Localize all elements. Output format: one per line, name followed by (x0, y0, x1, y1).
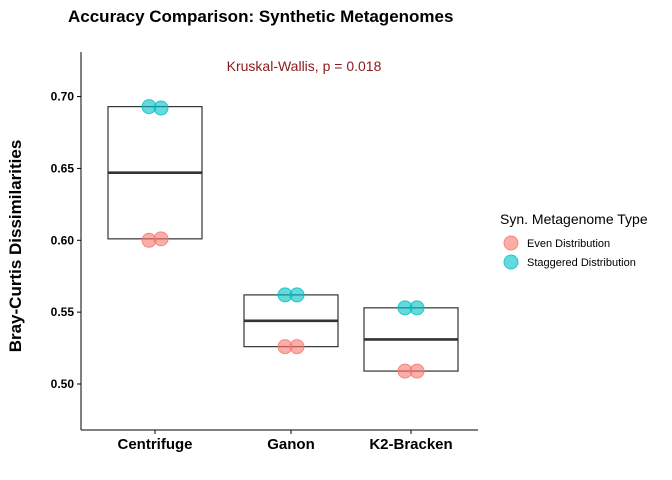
x-tick-label: Centrifuge (118, 436, 193, 453)
chart-title: Accuracy Comparison: Synthetic Metagenom… (68, 7, 453, 26)
y-axis-label: Bray-Curtis Dissimilarities (6, 140, 25, 353)
data-point (153, 231, 169, 247)
data-point (289, 287, 305, 303)
y-tick-label: 0.55 (51, 305, 75, 319)
kruskal-wallis-annotation: Kruskal-Wallis, p = 0.018 (227, 58, 382, 74)
x-tick-label: Ganon (267, 436, 315, 453)
data-point (153, 100, 169, 116)
x-tick-label: K2-Bracken (369, 436, 452, 453)
legend: Syn. Metagenome Type Even Distribution St… (500, 211, 648, 270)
y-tick-label: 0.50 (51, 377, 75, 391)
legend-key (503, 254, 519, 270)
legend-label: Staggered Distribution (527, 257, 636, 269)
legend-title: Syn. Metagenome Type (500, 211, 648, 227)
legend-key (503, 235, 519, 251)
data-point (289, 339, 305, 355)
plot-area: 0.50 0.55 0.60 0.65 0.70 Centrifuge Ganon K2-Br… (51, 52, 478, 453)
y-tick-label: 0.65 (51, 161, 75, 175)
data-point (409, 300, 425, 316)
data-point (409, 363, 425, 379)
y-tick-label: 0.60 (51, 233, 75, 247)
y-tick-label: 0.70 (51, 90, 75, 104)
legend-label: Even Distribution (527, 238, 610, 250)
